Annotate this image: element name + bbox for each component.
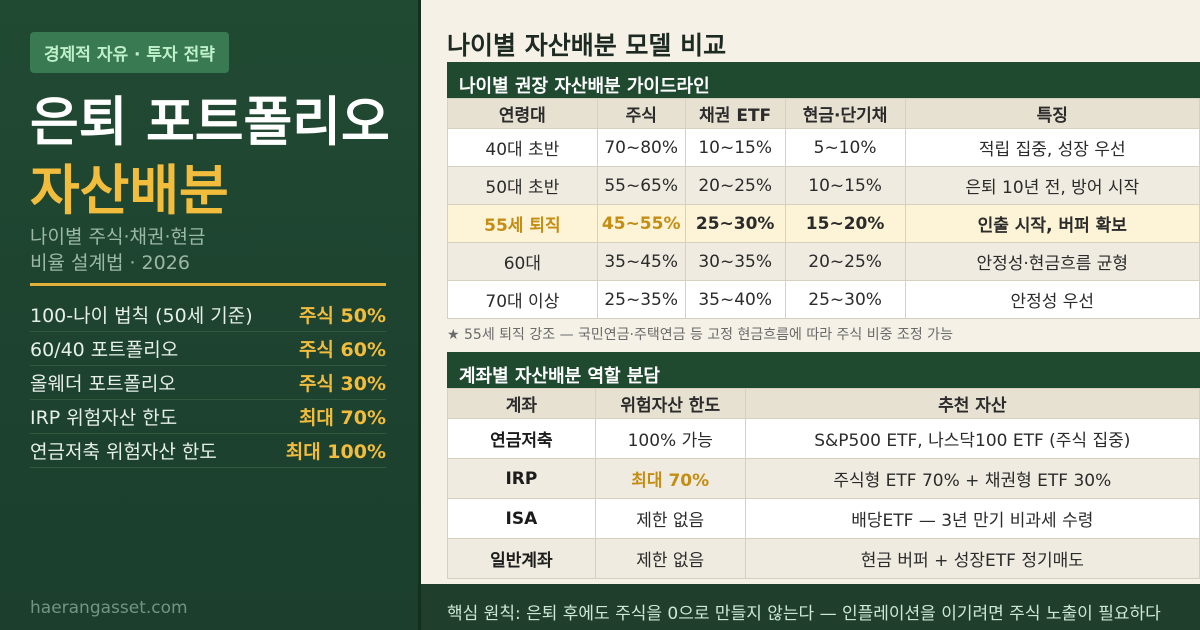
- account-allocation-table: 계좌 위험자산 한도 추천 자산 연금저축 100% 가능 S&P500 ETF…: [447, 388, 1200, 579]
- page-title: 은퇴 포트폴리오: [30, 92, 390, 153]
- table-cell: 70대 이상: [447, 280, 598, 319]
- rule-value: 주식 50%: [298, 305, 386, 327]
- category-tag: 경제적 자유 · 투자 전략: [30, 32, 229, 73]
- section-head-age-guideline: 나이별 권장 자산배분 가이드라인: [447, 62, 1200, 98]
- rule-row: 100-나이 법칙 (50세 기준) 주식 50%: [30, 298, 386, 332]
- rule-label: 올웨더 포트폴리오: [30, 373, 176, 395]
- rule-row: 60/40 포트폴리오 주식 60%: [30, 332, 386, 366]
- rule-value: 주식 60%: [298, 339, 386, 361]
- gold-divider: [30, 283, 386, 286]
- table-header: 계좌: [447, 388, 596, 419]
- table-cell: S&P500 ETF, 나스닥100 ETF (주식 집중): [744, 418, 1200, 459]
- table-header-row: 연령대 주식 채권 ETF 현금·단기채 특징: [447, 98, 1200, 129]
- rules-list: 100-나이 법칙 (50세 기준) 주식 50% 60/40 포트폴리오 주식…: [30, 298, 386, 468]
- table-cell: 일반계좌: [447, 538, 596, 579]
- table-cell: 현금 버퍼 + 성장ETF 정기매도: [744, 538, 1200, 579]
- table-row: 70대 이상 25~35% 35~40% 25~30% 안정성 우선: [447, 280, 1200, 319]
- table-cell: 최대 70%: [594, 458, 746, 499]
- rule-row: 올웨더 포트폴리오 주식 30%: [30, 366, 386, 400]
- table-cell: 연금저축: [447, 418, 596, 459]
- comparison-title: 나이별 자산배분 모델 비교: [447, 31, 727, 60]
- rule-label: 60/40 포트폴리오: [30, 339, 179, 361]
- rule-row: 연금저축 위험자산 한도 최대 100%: [30, 434, 386, 468]
- table-cell: 70~80%: [596, 128, 686, 167]
- subtitle-line-1: 나이별 주식·채권·현금: [30, 226, 206, 248]
- table-cell: 40대 초반: [447, 128, 598, 167]
- table-row: 연금저축 100% 가능 S&P500 ETF, 나스닥100 ETF (주식 …: [447, 418, 1200, 459]
- table-cell: 20~25%: [684, 166, 786, 205]
- table-cell: 주식형 ETF 70% + 채권형 ETF 30%: [744, 458, 1200, 499]
- rule-label: IRP 위험자산 한도: [30, 407, 178, 429]
- table-row: 50대 초반 55~65% 20~25% 10~15% 은퇴 10년 전, 방어…: [447, 166, 1200, 205]
- table-cell: 적립 집중, 성장 우선: [904, 128, 1200, 167]
- table-header: 위험자산 한도: [594, 388, 746, 419]
- table-row: IRP 최대 70% 주식형 ETF 70% + 채권형 ETF 30%: [447, 458, 1200, 499]
- table-cell: 50대 초반: [447, 166, 598, 205]
- rule-label: 연금저축 위험자산 한도: [30, 441, 217, 463]
- table-header-row: 계좌 위험자산 한도 추천 자산: [447, 388, 1200, 419]
- table-header: 채권 ETF: [684, 98, 786, 129]
- table-cell: 25~30%: [684, 204, 786, 243]
- table-header: 추천 자산: [744, 388, 1200, 419]
- table-header: 연령대: [447, 98, 598, 129]
- table-cell: 30~35%: [684, 242, 786, 281]
- table-row: 일반계좌 제한 없음 현금 버퍼 + 성장ETF 정기매도: [447, 538, 1200, 579]
- table-row: ISA 제한 없음 배당ETF — 3년 만기 비과세 수령: [447, 498, 1200, 539]
- table-cell: 45~55%: [596, 204, 686, 243]
- table-cell: 배당ETF — 3년 만기 비과세 수령: [744, 498, 1200, 539]
- table-cell: 55세 퇴직: [447, 204, 598, 243]
- table-row-highlighted: 55세 퇴직 45~55% 25~30% 15~20% 인출 시작, 버퍼 확보: [447, 204, 1200, 243]
- table-cell: 안정성 우선: [904, 280, 1200, 319]
- table-cell: 10~15%: [784, 166, 906, 205]
- section-head-account-roles: 계좌별 자산배분 역할 분담: [447, 352, 1200, 388]
- table-cell: 35~40%: [684, 280, 786, 319]
- table-header: 현금·단기채: [784, 98, 906, 129]
- table-cell: 제한 없음: [594, 498, 746, 539]
- rule-value: 주식 30%: [298, 373, 386, 395]
- table-cell: 60대: [447, 242, 598, 281]
- left-panel: 경제적 자유 · 투자 전략 은퇴 포트폴리오 자산배분 나이별 주식·채권·현…: [0, 0, 418, 630]
- page-title-highlight: 자산배분: [30, 159, 229, 222]
- table-cell: 10~15%: [684, 128, 786, 167]
- table-cell: 5~10%: [784, 128, 906, 167]
- table-footnote: ★ 55세 퇴직 강조 — 국민연금·주택연금 등 고정 현금흐름에 따라 주식…: [447, 327, 953, 343]
- table-cell: 20~25%: [784, 242, 906, 281]
- table-header: 주식: [596, 98, 686, 129]
- table-cell: ISA: [447, 498, 596, 539]
- table-row: 60대 35~45% 30~35% 20~25% 안정성·현금흐름 균형: [447, 242, 1200, 281]
- table-cell: 35~45%: [596, 242, 686, 281]
- table-cell: 25~30%: [784, 280, 906, 319]
- table-cell: 25~35%: [596, 280, 686, 319]
- rule-label: 100-나이 법칙 (50세 기준): [30, 305, 253, 327]
- subtitle-line-2: 비율 설계법 · 2026: [30, 252, 190, 274]
- footer-principle: 핵심 원칙: 은퇴 후에도 주식을 0으로 만들지 않는다 — 인플레이션을 이…: [421, 584, 1200, 630]
- rule-row: IRP 위험자산 한도 최대 70%: [30, 400, 386, 434]
- right-panel: 나이별 자산배분 모델 비교 나이별 권장 자산배분 가이드라인 연령대 주식 …: [421, 0, 1200, 584]
- table-cell: 제한 없음: [594, 538, 746, 579]
- table-cell: 은퇴 10년 전, 방어 시작: [904, 166, 1200, 205]
- table-row: 40대 초반 70~80% 10~15% 5~10% 적립 집중, 성장 우선: [447, 128, 1200, 167]
- table-cell: IRP: [447, 458, 596, 499]
- table-cell: 100% 가능: [594, 418, 746, 459]
- rule-value: 최대 70%: [298, 407, 386, 429]
- table-cell: 인출 시작, 버퍼 확보: [904, 204, 1200, 243]
- site-url: haerangasset.com: [30, 598, 188, 618]
- table-cell: 55~65%: [596, 166, 686, 205]
- table-cell: 15~20%: [784, 204, 906, 243]
- age-allocation-table: 연령대 주식 채권 ETF 현금·단기채 특징 40대 초반 70~80% 10…: [447, 98, 1200, 319]
- table-cell: 안정성·현금흐름 균형: [904, 242, 1200, 281]
- panel-divider: [418, 0, 421, 630]
- rule-value: 최대 100%: [285, 441, 386, 463]
- table-header: 특징: [904, 98, 1200, 129]
